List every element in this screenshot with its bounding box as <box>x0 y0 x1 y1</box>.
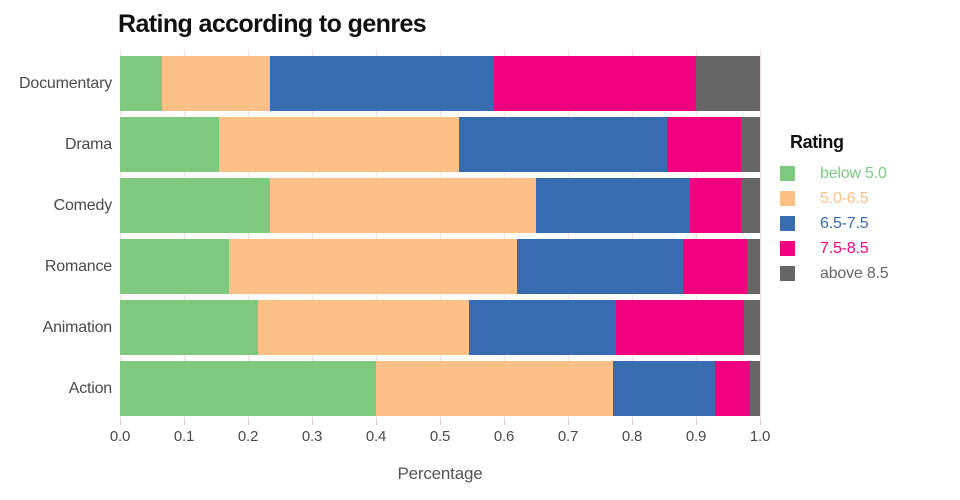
gridline <box>312 50 313 420</box>
x-tick-label: 0.2 <box>237 428 259 445</box>
bar-row-animation <box>120 300 760 355</box>
bar-row-comedy <box>120 178 760 233</box>
legend-item: 7.5-8.5 <box>780 236 955 261</box>
bar-segment <box>459 117 668 172</box>
y-axis-label: Comedy <box>53 196 113 214</box>
legend-item: 6.5-7.5 <box>780 211 955 236</box>
bar-segment <box>468 300 616 355</box>
x-tick-label: 1.0 <box>749 428 771 445</box>
gridline <box>632 50 633 420</box>
legend-label: 5.0-6.5 <box>820 189 869 207</box>
gridline <box>184 50 185 420</box>
x-axis-tick <box>568 420 569 425</box>
x-tick-label: 0.5 <box>429 428 451 445</box>
bar-segment <box>743 300 760 355</box>
x-axis-tick <box>760 420 761 425</box>
plot-area <box>120 50 761 420</box>
y-axis-label: Animation <box>42 318 113 336</box>
gridline <box>504 50 505 420</box>
x-axis-tick <box>248 420 249 425</box>
x-axis-tick <box>696 420 697 425</box>
legend-label: below 5.0 <box>820 164 887 182</box>
chart-title: Rating according to genres <box>118 10 427 38</box>
bar-segment <box>683 239 748 294</box>
gridline <box>376 50 377 420</box>
bar-segment <box>612 361 716 416</box>
x-axis-tick <box>376 420 377 425</box>
legend-swatch-icon <box>780 166 795 181</box>
bar-segment <box>695 56 760 111</box>
x-tick-label: 0.8 <box>621 428 643 445</box>
x-axis-tick <box>440 420 441 425</box>
gridline <box>440 50 441 420</box>
x-tick-label: 0.1 <box>173 428 195 445</box>
bar-segment <box>535 178 690 233</box>
y-axis-label: Romance <box>44 257 112 275</box>
legend-swatch-icon <box>780 216 795 231</box>
bar-segment <box>715 361 751 416</box>
bar-segment <box>740 117 760 172</box>
bar-segment <box>120 239 229 294</box>
bar-row-romance <box>120 239 760 294</box>
x-axis-title: Percentage <box>397 464 483 483</box>
bar-segment <box>667 117 741 172</box>
legend-items: below 5.0 5.0-6.5 6.5-7.5 7.5-8.5 above 8.5 <box>780 161 955 286</box>
bar-segment <box>615 300 744 355</box>
x-tick-label: 0.9 <box>685 428 707 445</box>
x-axis-tick <box>504 420 505 425</box>
gridline <box>696 50 697 420</box>
bar-segment <box>270 56 495 111</box>
bar-segment <box>257 300 469 355</box>
x-tick-label: 0.3 <box>301 428 323 445</box>
gridline <box>760 50 761 420</box>
legend-item: 5.0-6.5 <box>780 186 955 211</box>
legend-label: 7.5-8.5 <box>820 239 869 257</box>
y-axis-label: Action <box>68 379 112 397</box>
bar-segment <box>120 56 162 111</box>
gridline <box>120 50 121 420</box>
gridline <box>248 50 249 420</box>
bar-segment <box>219 117 460 172</box>
bar-row-documentary <box>120 56 760 111</box>
x-axis-tick <box>184 420 185 425</box>
bar-segment <box>494 56 696 111</box>
bar-segment <box>120 361 376 416</box>
bar-row-action <box>120 361 760 416</box>
bar-segment <box>120 178 271 233</box>
legend: Rating below 5.0 5.0-6.5 6.5-7.5 7.5-8.5 abo… <box>780 132 955 286</box>
bar-segment <box>740 178 760 233</box>
gridline <box>568 50 569 420</box>
bar-row-drama <box>120 117 760 172</box>
bar-segment <box>120 117 220 172</box>
bar-segment <box>120 300 258 355</box>
bar-segment <box>747 239 760 294</box>
y-axis-label: Documentary <box>19 74 112 92</box>
legend-title: Rating <box>790 132 844 152</box>
y-axis-label: Drama <box>64 135 112 153</box>
legend-item: below 5.0 <box>780 161 955 186</box>
x-axis-tick <box>312 420 313 425</box>
x-axis-tick <box>120 420 121 425</box>
bar-segment <box>228 239 517 294</box>
bar-segment <box>750 361 760 416</box>
legend-swatch-icon <box>780 241 795 256</box>
x-tick-label: 0.0 <box>109 428 131 445</box>
legend-label: 6.5-7.5 <box>820 214 869 232</box>
x-tick-label: 0.4 <box>365 428 387 445</box>
legend-swatch-icon <box>780 191 795 206</box>
x-axis-tick <box>632 420 633 425</box>
x-tick-label: 0.6 <box>493 428 515 445</box>
x-tick-label: 0.7 <box>557 428 579 445</box>
bar-segment <box>516 239 684 294</box>
legend-label: above 8.5 <box>820 264 889 282</box>
bar-segment <box>376 361 613 416</box>
legend-item: above 8.5 <box>780 261 955 286</box>
bar-segment <box>161 56 271 111</box>
bar-segment <box>270 178 536 233</box>
bar-segment <box>689 178 741 233</box>
legend-swatch-icon <box>780 266 795 281</box>
